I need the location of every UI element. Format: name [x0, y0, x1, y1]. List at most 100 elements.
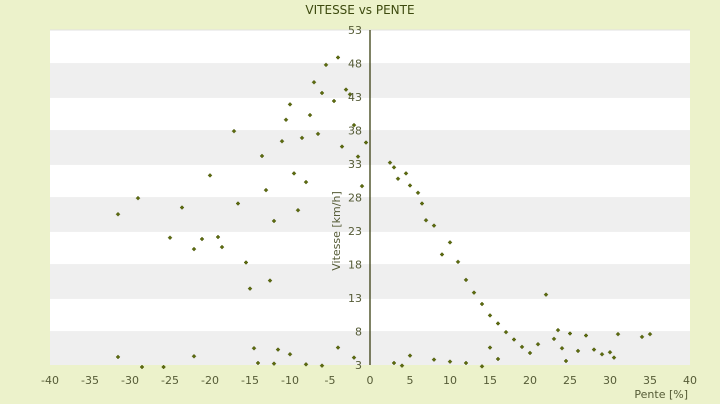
data-point	[251, 345, 257, 351]
data-point	[563, 358, 569, 364]
y-tick-label: 8	[355, 326, 362, 339]
x-tick-label: -35	[81, 374, 99, 387]
y-tick-label: 13	[348, 292, 362, 305]
data-point	[487, 313, 493, 318]
data-point	[639, 334, 645, 340]
data-point	[419, 201, 425, 206]
data-point	[559, 345, 565, 351]
data-point	[431, 223, 437, 228]
data-point	[331, 98, 337, 104]
x-tick-label: -40	[41, 374, 59, 387]
data-point	[287, 102, 293, 107]
data-point	[139, 364, 145, 370]
y-tick-label: 38	[348, 125, 362, 138]
data-point	[271, 218, 277, 224]
plot-points	[115, 55, 653, 370]
data-point	[335, 345, 341, 350]
x-tick-label: -15	[241, 374, 259, 387]
x-tick-label: 5	[407, 374, 414, 387]
data-point	[395, 176, 401, 182]
data-point	[471, 290, 477, 295]
x-tick-label: -10	[281, 374, 299, 387]
data-point	[403, 171, 409, 176]
data-point	[161, 364, 166, 370]
data-point	[479, 301, 485, 307]
data-point	[407, 183, 413, 188]
data-point	[391, 360, 397, 366]
data-point	[607, 349, 613, 355]
data-point	[351, 355, 357, 360]
data-point	[615, 331, 621, 337]
data-point	[191, 246, 197, 252]
y-tick-label: 23	[348, 225, 362, 238]
data-point	[319, 90, 325, 96]
data-point	[299, 135, 305, 141]
data-point	[495, 321, 501, 326]
x-tick-label: -20	[201, 374, 219, 387]
data-point	[455, 259, 461, 265]
data-point	[447, 240, 453, 245]
data-point	[535, 341, 541, 347]
plot-bands	[50, 29, 690, 365]
data-point	[351, 122, 357, 128]
y-tick-label: 43	[348, 91, 362, 104]
data-point	[319, 363, 325, 368]
data-point	[583, 333, 589, 338]
data-point	[279, 138, 285, 144]
y-tick-label: 53	[348, 24, 362, 37]
data-point	[303, 179, 309, 185]
data-point	[235, 201, 241, 206]
y-tick-label: 28	[348, 192, 362, 205]
x-ticks: -40 -35 -30 -25 -20 -15 -10 -5 0 5 10 15 20 25 30 35 40	[41, 374, 697, 387]
data-point	[215, 234, 221, 240]
data-point	[255, 360, 261, 366]
y-tick-label: 33	[348, 158, 362, 171]
data-point	[343, 87, 349, 92]
data-point	[135, 195, 141, 201]
data-point	[479, 364, 485, 369]
data-point	[399, 363, 405, 368]
data-point	[291, 171, 297, 176]
data-point	[199, 236, 205, 242]
data-point	[611, 355, 617, 360]
data-point	[355, 154, 361, 159]
data-point	[295, 207, 301, 213]
data-point	[303, 362, 309, 367]
data-point	[231, 128, 237, 134]
data-point	[275, 347, 281, 352]
x-axis-label: Pente [%]	[634, 388, 688, 400]
data-point	[323, 62, 329, 68]
data-point	[439, 252, 445, 257]
x-tick-label: -30	[121, 374, 139, 387]
data-point	[259, 153, 265, 159]
data-point	[591, 347, 597, 352]
y-tick-label: 18	[348, 259, 362, 272]
x-tick-label: 25	[563, 374, 577, 387]
data-point	[347, 92, 353, 97]
data-point	[519, 344, 525, 350]
x-tick-label: -5	[325, 374, 336, 387]
x-tick-label: 0	[367, 374, 374, 387]
data-point	[363, 140, 369, 145]
x-tick-label: 40	[683, 374, 697, 387]
data-point	[307, 112, 313, 118]
data-point	[315, 131, 321, 137]
data-point	[495, 356, 501, 362]
data-point	[407, 353, 413, 358]
data-point	[283, 117, 289, 123]
x-tick-label: 35	[643, 374, 657, 387]
data-point	[247, 286, 253, 291]
data-point	[335, 55, 341, 60]
data-point	[431, 357, 437, 362]
data-point	[391, 165, 397, 170]
y-tick-label: 48	[348, 58, 362, 71]
x-tick-label: 30	[603, 374, 617, 387]
y-axis-label: Vitesse [km/h]	[330, 191, 343, 271]
x-tick-label: 20	[523, 374, 537, 387]
data-point	[243, 260, 249, 265]
data-point	[503, 329, 509, 335]
data-point	[271, 361, 277, 366]
data-point	[287, 351, 293, 357]
